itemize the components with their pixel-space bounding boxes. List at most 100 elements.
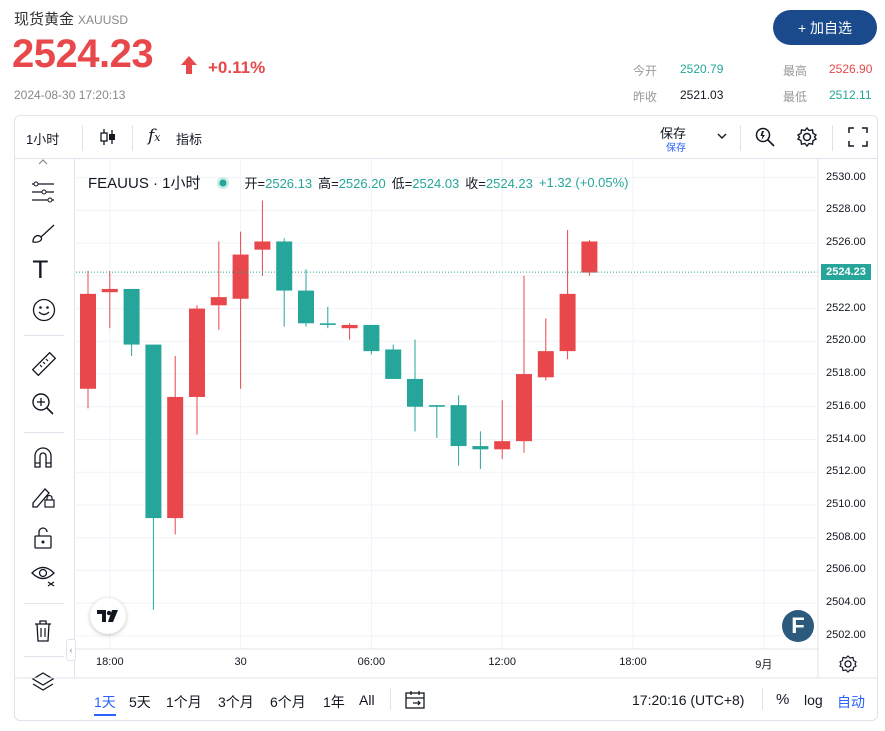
candle [167,356,184,535]
settings-gear-icon[interactable] [796,126,818,148]
candle [450,395,467,466]
stat-low: 最低 [783,88,807,105]
close-value: 2524.23 [485,176,533,191]
stat-prev-close: 昨收 [633,88,657,105]
candle-body [516,374,532,442]
high-label: 高= [318,176,339,191]
fullscreen-icon[interactable] [848,127,868,147]
price-tick-label: 2526.00 [826,236,866,249]
interval-selector[interactable]: 1小时 [26,131,60,147]
low-label: 低= [391,176,413,191]
range-button[interactable]: 1年 [323,694,345,710]
candle-body [210,297,227,306]
candle [298,269,314,327]
scroll-up-icon[interactable] [30,158,56,166]
candle [101,270,118,329]
candle [319,306,336,329]
log-scale-toggle[interactable]: log [804,692,823,708]
ruler-measure-icon[interactable] [30,350,58,378]
candles-chart-type-icon[interactable] [98,127,118,147]
date-range-calendar-icon[interactable] [404,689,426,711]
price-tick-label: 2518.00 [826,367,866,380]
emoji-tool-icon[interactable] [31,297,57,323]
auto-scale-toggle[interactable]: 自动 [837,694,865,710]
candle-body [385,349,402,379]
layers-icon[interactable] [30,670,56,696]
candle-body [581,241,598,273]
range-button[interactable]: 1个月 [166,694,202,710]
candle-body [189,308,205,397]
price-tick-label: 2520.00 [826,334,866,347]
stat-high: 最高 [783,62,807,79]
trash-icon[interactable] [31,618,55,644]
magnet-icon[interactable] [30,445,56,471]
time-tick-label: 12:00 [488,656,516,668]
time-tick-label: 18:00 [96,656,124,668]
range-button[interactable]: All [359,692,375,708]
price-tick-label: 2506.00 [826,563,866,576]
price-timestamp: 2024-08-30 17:20:13 [14,88,126,102]
save-button[interactable]: 保存 [660,126,687,141]
indicators-button[interactable]: 指标 [176,131,203,147]
toolbar-divider [82,125,83,151]
time-tick-label: 9月 [755,659,773,671]
price-tick-label: 2528.00 [826,203,866,216]
tradingview-logo[interactable] [90,598,126,634]
unlock-icon[interactable] [31,525,55,551]
candle-body [428,405,445,407]
candle [428,405,445,438]
percent-scale-toggle[interactable]: % [776,691,790,708]
current-price: 2524.23 [12,32,154,76]
candle [210,241,227,330]
range-button[interactable]: 5天 [129,694,151,710]
candle [537,318,554,381]
candle-body [254,241,271,250]
time-tick-label: 18:00 [619,656,647,668]
candle-body [537,351,554,378]
tradingview-logo-icon [97,610,118,622]
up-arrow-icon [181,56,197,74]
zoom-in-icon[interactable] [30,391,56,417]
price-tick-label: 2512.00 [826,465,866,478]
chart-grid [76,158,818,649]
price-tick-label: 2508.00 [826,530,866,543]
collapse-toolbar-button[interactable]: ‹ [66,639,76,661]
high-value: 2526.20 [338,176,386,191]
toolbar-divider [740,125,741,151]
clock-timezone[interactable]: 17:20:16 (UTC+8) [632,692,745,708]
stat-label: 今开 [633,64,658,78]
chevron-down-icon[interactable] [716,131,728,141]
broker-logo-icon: F [782,610,814,642]
axis-settings-gear-icon[interactable] [838,654,858,674]
price-tick-label: 2514.00 [826,432,866,445]
toolbar-divider [832,125,833,151]
candle-body [276,241,293,291]
candle-body [319,323,336,325]
range-button[interactable]: 3个月 [218,694,254,710]
stat-prev-close-value: 2521.03 [680,88,724,102]
open-value: 2526.13 [265,176,313,191]
candle-body [298,290,314,324]
candle-body [407,378,423,407]
candle [559,230,576,360]
add-to-watchlist-button[interactable]: + 加自选 [773,10,877,45]
brush-tool-icon[interactable] [30,222,58,246]
series-name: FEAUUS · 1小时 [88,175,201,192]
market-status-dot-icon [216,176,229,189]
candle [232,231,249,389]
range-button[interactable]: 1天 [94,692,116,716]
text-tool-icon[interactable]: T [33,256,48,284]
candle [581,239,598,276]
candle [123,288,140,357]
candle [407,339,423,432]
ohlc-legend: FEAUUS · 1小时 开=2526.13 高=2526.20 低=2524.… [88,172,629,193]
quick-search-icon[interactable] [754,126,776,148]
candle [145,344,162,610]
range-button[interactable]: 6个月 [270,694,306,710]
fib-retracement-tool-icon[interactable] [30,180,56,204]
hide-drawings-eye-icon[interactable] [30,562,58,588]
instrument-name: 现货黄金 [14,11,75,28]
candle-body [472,446,489,450]
lock-drawings-icon[interactable] [30,484,56,510]
instrument-title: 现货黄金 XAUUSD [14,8,128,29]
